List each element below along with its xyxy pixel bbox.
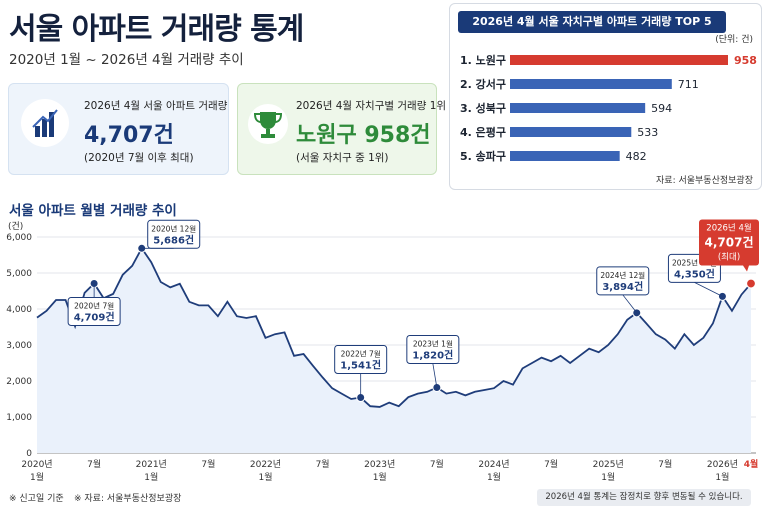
x-tick-label: 2025년 <box>593 459 624 470</box>
top5-value: 958 <box>734 54 757 67</box>
callout-box <box>67 296 121 326</box>
top5-title: 2026년 4월 서울 자치구별 아파트 거래량 TOP 5 <box>458 11 726 33</box>
monthly-volume-line-chart: (건)01,0002,0003,0004,0005,0006,0002020년1… <box>6 219 759 483</box>
page-title: 서울 아파트 거래량 통계 <box>9 12 304 47</box>
latest-volume-value: 4,707건 <box>84 123 174 148</box>
callout-box <box>596 266 650 296</box>
callout-connector <box>694 282 723 297</box>
callout-date: 2025년 12월 <box>672 257 717 267</box>
x-tick-label: 2021년 <box>136 459 167 470</box>
top5-panel: 2026년 4월 서울 자치구별 아파트 거래량 TOP 5 (단위: 건) 1… <box>449 3 762 190</box>
latest-volume-label: 2026년 4월 서울 아파트 거래량 <box>84 100 228 112</box>
top5-bar <box>510 103 646 113</box>
y-tick-label: 0 <box>26 449 32 459</box>
x-tick-label: 7월 <box>87 458 101 470</box>
callout-value: 3,894건 <box>602 280 643 293</box>
x-tick-label: 2024년 <box>478 459 509 470</box>
top-district-card: 2026년 4월 자치구별 거래량 1위 노원구 958건 (서울 자치구 중 … <box>237 83 446 175</box>
annotated-point <box>632 308 642 318</box>
callout-connector <box>622 294 638 314</box>
top-district-value: 노원구 958건 <box>296 123 431 148</box>
footer-basis: ※ 신고일 기준 <box>9 494 64 504</box>
y-axis-unit: (건) <box>8 221 23 232</box>
x-tick-label: 7월 <box>658 458 672 470</box>
peak-callout-date: 2026년 4월 <box>706 223 751 234</box>
peak-point <box>745 278 757 289</box>
series-line <box>36 246 752 408</box>
x-tick-label: 2023년 <box>364 459 395 470</box>
callout-value: 5,686건 <box>153 233 194 246</box>
top-district-note: (서울 자치구 중 1위) <box>296 152 389 164</box>
x-tick-label-sub: 1월 <box>487 471 501 483</box>
x-tick-label: 7월 <box>544 458 558 470</box>
callout-date: 2020년 7월 <box>74 300 114 310</box>
peak-callout-tail <box>743 265 749 272</box>
y-tick-label: 6,000 <box>6 233 32 243</box>
trophy-icon <box>248 104 288 144</box>
callout-box <box>147 219 201 249</box>
top5-value: 482 <box>626 150 647 163</box>
area-fill <box>37 248 751 453</box>
x-tick-label-sub: 1월 <box>30 471 44 483</box>
footer-source: ※ 자료: 서울부동산정보광장 <box>74 494 182 504</box>
footer-disclaimer: 2026년 4월 통계는 잠정치로 향후 변동될 수 있습니다. <box>537 489 751 506</box>
x-tick-label-sub: 1월 <box>601 471 615 483</box>
section-title: 서울 아파트 월별 거래량 추이 <box>9 203 177 219</box>
callout-value: 4,709건 <box>74 310 115 323</box>
callout-box <box>406 334 460 364</box>
callout-value: 4,350건 <box>674 267 715 280</box>
top5-source: 자료: 서울부동산정보광장 <box>656 176 753 186</box>
top5-bar <box>510 151 620 161</box>
latest-volume-card: 2026년 4월 서울 아파트 거래량 4,707건 (2020년 7월 이후 … <box>8 83 229 175</box>
x-tick-label: 7월 <box>201 458 215 470</box>
x-tick-label: 2022년 <box>250 459 281 470</box>
callout-date: 2020년 12월 <box>151 223 196 233</box>
top5-label: 4. 은평구 <box>460 125 506 139</box>
x-tick-label: 2020년 <box>21 459 52 470</box>
y-tick-label: 5,000 <box>6 269 32 279</box>
x-tick-label: 7월 <box>430 458 444 470</box>
top5-bar <box>510 55 728 65</box>
top5-value: 711 <box>678 78 699 91</box>
peak-callout-box <box>699 219 759 266</box>
callout-date: 2023년 1월 <box>413 338 453 348</box>
top5-label: 3. 성북구 <box>460 101 506 115</box>
top5-value: 533 <box>637 126 658 139</box>
callout-value: 1,541건 <box>340 359 381 372</box>
y-tick-label: 1,000 <box>6 413 32 423</box>
callout-value: 1,820건 <box>412 348 453 361</box>
peak-callout-value: 4,707건 <box>705 235 754 250</box>
y-tick-label: 2,000 <box>6 377 32 387</box>
peak-callout-note: (최대) <box>718 252 740 263</box>
callout-box <box>334 345 388 375</box>
top5-label: 2. 강서구 <box>460 77 506 91</box>
top-district-label: 2026년 4월 자치구별 거래량 1위 <box>296 100 447 112</box>
x-tick-label-sub: 1월 <box>258 471 272 483</box>
top5-label: 1. 노원구 <box>460 53 506 67</box>
callout-date: 2024년 12월 <box>600 270 645 280</box>
x-tick-label-sub: 1월 <box>715 471 729 483</box>
page-subtitle: 2020년 1월 ~ 2026년 4월 거래량 추이 <box>9 52 244 68</box>
top5-unit: (단위: 건) <box>715 35 753 45</box>
x-tick-label: 4월 <box>744 458 759 470</box>
top5-value: 594 <box>651 102 672 115</box>
callout-connector <box>432 363 438 388</box>
bar-chart-icon <box>21 99 69 147</box>
y-tick-label: 4,000 <box>6 305 32 315</box>
top5-bar <box>510 127 632 137</box>
x-tick-label: 2026년 <box>707 459 738 470</box>
top5-bar <box>510 79 672 89</box>
top5-bar-chart: 1. 노원구 958 2. 강서구 711 3. 성북구 594 4. 은평구 533 5. 송… <box>460 53 757 163</box>
x-tick-label: 7월 <box>316 458 330 470</box>
callout-date: 2022년 7월 <box>341 349 381 359</box>
y-tick-label: 3,000 <box>6 341 32 351</box>
x-tick-label-sub: 1월 <box>144 471 158 483</box>
x-tick-label-sub: 1월 <box>373 471 387 483</box>
top5-label: 5. 송파구 <box>460 149 506 163</box>
latest-volume-note: (2020년 7월 이후 최대) <box>84 152 194 164</box>
